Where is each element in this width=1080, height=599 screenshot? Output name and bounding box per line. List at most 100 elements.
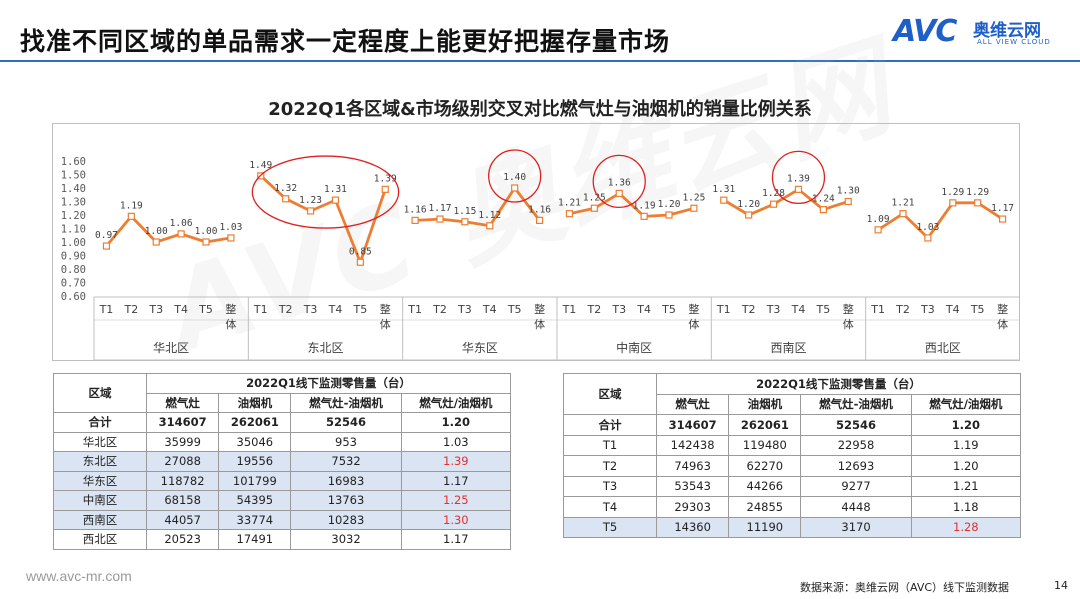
x-tick-label: 整 (380, 302, 391, 316)
x-tick-label: T1 (716, 303, 731, 316)
group-label: 华东区 (462, 341, 498, 355)
x-tick-label: T2 (741, 303, 756, 316)
website-url[interactable]: www.avc-mr.com (26, 568, 132, 584)
table-row: T1 142438 119480 22958 1.19 (563, 434, 1022, 456)
group-label: 中南区 (616, 340, 652, 355)
x-tick-label: T2 (432, 303, 447, 316)
table-row: T4 29303 24855 4448 1.18 (563, 496, 1022, 518)
table-cell: 1.03 (400, 431, 512, 452)
data-label: 1.20 (658, 199, 681, 210)
data-label: 1.19 (633, 200, 656, 211)
table-cell: 17491 (218, 529, 292, 550)
table-cell: 119480 (728, 434, 802, 456)
x-tick-label: T4 (945, 303, 960, 316)
table-cell: 3032 (290, 529, 402, 550)
table-cell: 10283 (290, 509, 402, 530)
data-point (461, 218, 469, 226)
highlight-circle (251, 155, 400, 229)
table-row: 西南区 44057 33774 10283 1.30 (53, 509, 512, 530)
table-cell: 44057 (145, 509, 220, 530)
data-point (690, 204, 698, 212)
table-row-header: 区域 (563, 373, 657, 415)
table-cell: 1.20 (910, 414, 1022, 436)
avc-logo: AVC 奥维云网 ALL VIEW CLOUD (893, 14, 1063, 50)
data-label: 1.24 (812, 194, 835, 205)
data-label: 1.00 (145, 226, 168, 237)
table-cell: 19556 (218, 451, 292, 472)
table-cell: 142438 (655, 434, 730, 456)
table-cell: 1.28 (910, 516, 1022, 538)
x-tick-label: T3 (611, 303, 626, 316)
table-cell: 1.20 (400, 412, 512, 433)
page-number: 14 (1054, 579, 1068, 592)
x-tick-label: T4 (173, 303, 188, 316)
data-point (844, 197, 852, 206)
row-label: 华北区 (53, 431, 147, 452)
table-cell: 20523 (145, 529, 220, 550)
table-cell: 1.30 (400, 509, 512, 530)
x-tick-label: T2 (123, 303, 138, 316)
data-label: 1.03 (219, 222, 242, 233)
table-cell: 24855 (728, 496, 802, 518)
x-tick-label: T4 (482, 303, 497, 316)
table-row: 中南区 68158 54395 13763 1.25 (53, 490, 512, 511)
data-label: 1.17 (991, 203, 1014, 214)
table-cell: 101799 (218, 470, 292, 491)
data-point (152, 238, 160, 246)
table-cell: 1.25 (400, 490, 512, 511)
data-label: 1.29 (966, 187, 989, 198)
data-label: 1.16 (404, 204, 427, 215)
highlight-circle (488, 149, 542, 203)
data-label: 1.39 (787, 173, 810, 184)
data-point (998, 215, 1007, 223)
row-label: 西南区 (53, 509, 147, 530)
tier-sales-table: 区域 2022Q1线下监测零售量（台） 燃气灶 油烟机 燃气灶-油烟机 燃气灶/… (563, 373, 1022, 538)
x-tick-label: 整 (843, 302, 854, 316)
data-label: 1.16 (528, 204, 551, 215)
data-label: 1.30 (837, 186, 860, 197)
table-cell: 953 (290, 431, 402, 452)
title-divider (0, 60, 1080, 62)
table-cell: 52546 (800, 414, 912, 436)
x-tick-label: 整 (225, 302, 236, 316)
row-label: T1 (563, 434, 657, 456)
table-cell: 262061 (728, 414, 802, 436)
table-cell: 44266 (728, 475, 802, 497)
table-cell: 314607 (655, 414, 730, 436)
x-tick-label: 体 (688, 317, 699, 331)
data-label: 1.21 (558, 198, 581, 209)
data-label: 1.25 (682, 192, 705, 203)
x-tick-label: T3 (148, 303, 163, 316)
logo-english-name: ALL VIEW CLOUD (977, 38, 1051, 46)
data-label: 1.17 (429, 203, 452, 214)
table-cell: 9277 (800, 475, 912, 497)
data-label: 1.20 (737, 199, 760, 210)
data-point (411, 216, 419, 225)
data-point (127, 212, 135, 220)
table-group-header: 2022Q1线下监测零售量（台） (146, 373, 511, 394)
col-header-range-hood: 油烟机 (218, 392, 292, 413)
table-cell: 1.17 (400, 529, 512, 550)
x-tick-label: T1 (870, 303, 885, 316)
y-tick-label: 1.40 (61, 183, 86, 195)
data-point (769, 200, 778, 208)
row-label: 合计 (563, 414, 657, 436)
table-row-header: 区域 (53, 373, 147, 413)
data-label: 1.29 (941, 187, 964, 198)
data-label: 1.03 (916, 222, 939, 233)
x-tick-label: T5 (970, 303, 985, 316)
table-cell: 68158 (145, 490, 220, 511)
x-tick-label: T2 (586, 303, 601, 316)
table-cell: 14360 (655, 516, 730, 538)
table-cell: 4448 (800, 496, 912, 518)
data-label: 0.85 (349, 246, 372, 257)
data-point (282, 195, 290, 203)
row-label: 合计 (53, 412, 147, 433)
col-header-difference: 燃气灶-油烟机 (290, 392, 402, 413)
x-tick-label: T5 (815, 303, 830, 316)
table-row: T5 14360 11190 3170 1.28 (563, 516, 1022, 538)
table-cell: 62270 (728, 455, 802, 477)
y-tick-label: 1.00 (61, 237, 86, 249)
data-label: 0.97 (95, 230, 118, 241)
col-header-gas-stove: 燃气灶 (145, 392, 220, 413)
